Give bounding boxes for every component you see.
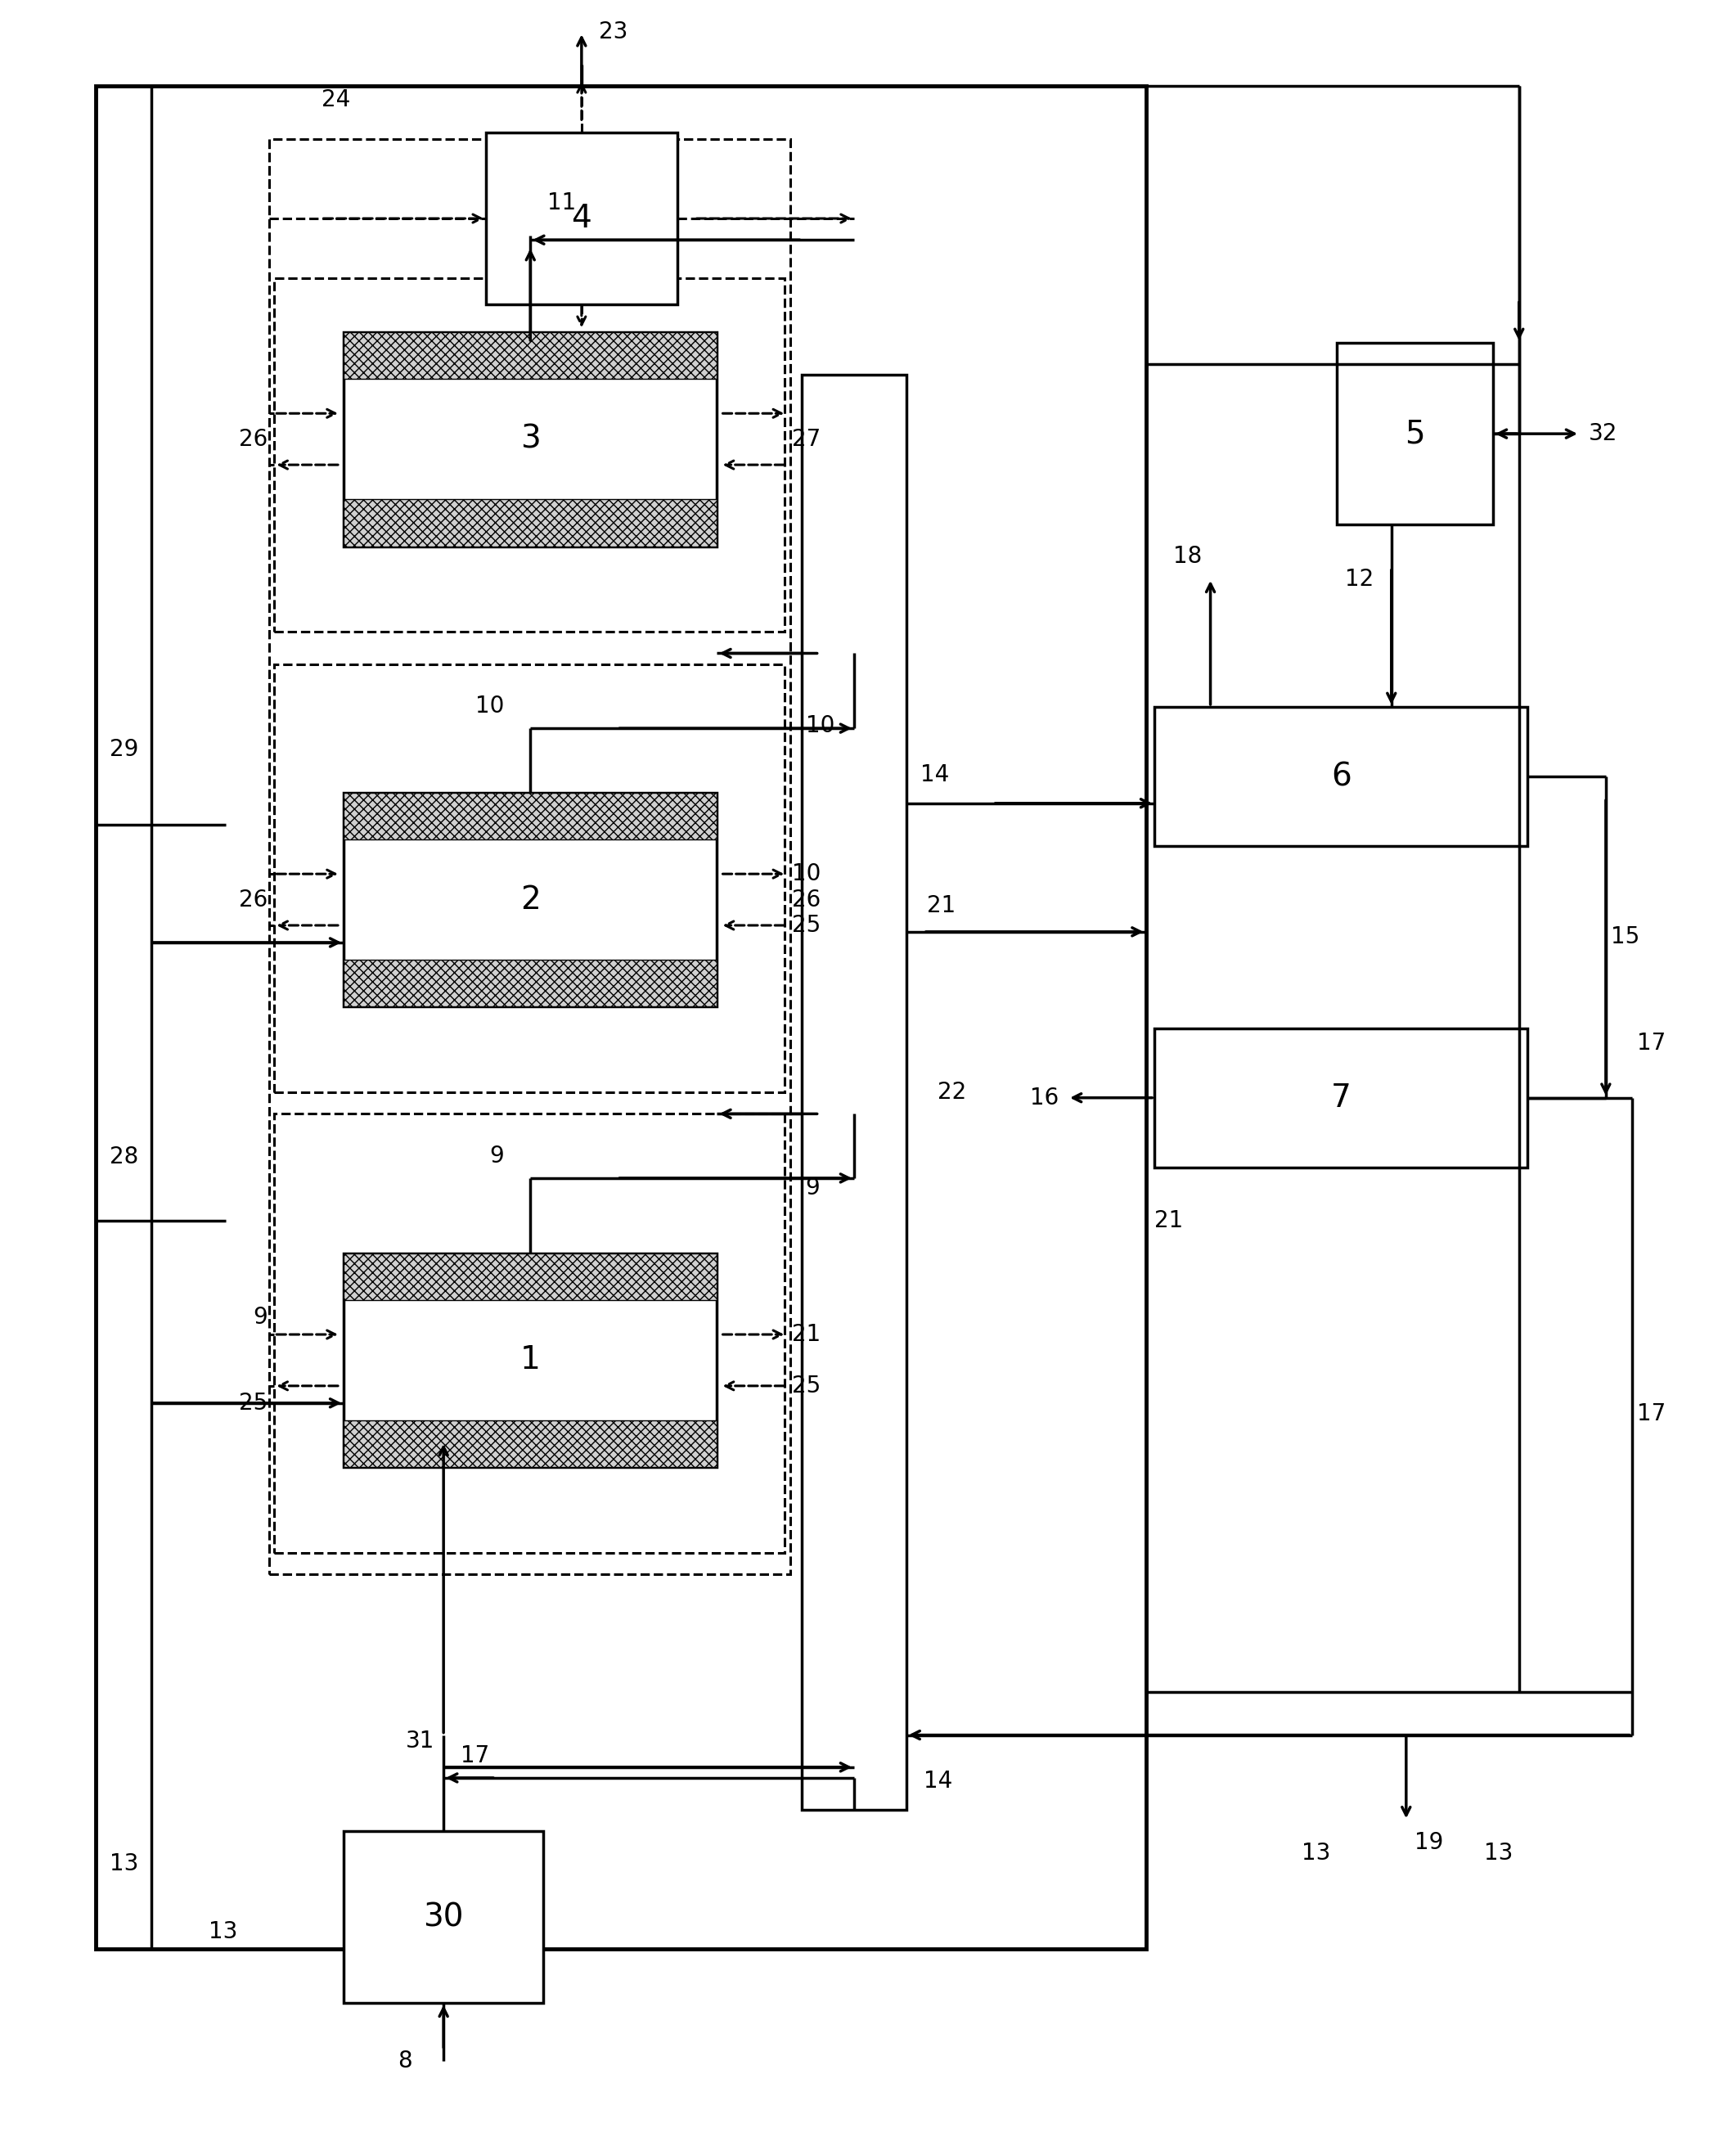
Text: 29: 29 <box>109 739 139 760</box>
Text: 21: 21 <box>1154 1210 1184 1232</box>
Bar <box>344 1831 543 2003</box>
Bar <box>1154 1028 1528 1167</box>
Text: 26: 26 <box>238 428 267 450</box>
Text: 17: 17 <box>1637 1403 1667 1424</box>
Text: 17: 17 <box>462 1744 490 1767</box>
Bar <box>344 332 717 379</box>
Text: 10: 10 <box>806 713 835 737</box>
Text: 23: 23 <box>599 21 628 43</box>
Bar <box>344 332 717 546</box>
Text: 5: 5 <box>1404 418 1425 450</box>
Text: 17: 17 <box>1637 1032 1667 1054</box>
Text: 30: 30 <box>424 1902 464 1932</box>
Bar <box>344 1420 717 1467</box>
Bar <box>1337 343 1493 525</box>
Bar <box>344 1253 717 1467</box>
Text: 15: 15 <box>1611 925 1641 949</box>
Text: 25: 25 <box>792 915 821 936</box>
Text: 11: 11 <box>549 191 576 214</box>
Text: 21: 21 <box>927 893 957 917</box>
Text: 25: 25 <box>792 1375 821 1397</box>
Bar <box>486 133 677 304</box>
Text: 13: 13 <box>1484 1842 1514 1864</box>
Text: 19: 19 <box>1415 1831 1444 1855</box>
Text: 26: 26 <box>792 889 821 910</box>
Text: 21: 21 <box>792 1324 821 1345</box>
Text: 13: 13 <box>1302 1842 1332 1864</box>
Bar <box>344 499 717 546</box>
Text: 9: 9 <box>253 1307 267 1328</box>
Text: 12: 12 <box>1345 568 1373 591</box>
Text: 32: 32 <box>1588 422 1618 446</box>
Bar <box>344 793 717 1007</box>
Bar <box>344 793 717 840</box>
Bar <box>802 375 906 1810</box>
Text: 4: 4 <box>571 203 592 233</box>
Bar <box>269 139 790 1574</box>
Bar <box>95 86 1146 1949</box>
Bar <box>344 1253 717 1300</box>
Bar <box>344 960 717 1007</box>
Text: 6: 6 <box>1332 760 1351 793</box>
Text: 24: 24 <box>321 88 351 111</box>
Text: 13: 13 <box>109 1853 139 1874</box>
Text: 13: 13 <box>208 1921 238 1943</box>
Bar <box>274 664 785 1092</box>
Text: 8: 8 <box>398 2050 413 2071</box>
Text: 9: 9 <box>490 1144 503 1167</box>
Text: 26: 26 <box>238 889 267 910</box>
Text: 14: 14 <box>924 1769 953 1793</box>
Text: 18: 18 <box>1174 544 1201 568</box>
Text: 28: 28 <box>109 1146 139 1167</box>
Text: 1: 1 <box>521 1345 540 1375</box>
Text: 3: 3 <box>521 424 540 454</box>
Text: 27: 27 <box>792 428 821 450</box>
Text: 31: 31 <box>406 1729 434 1752</box>
Text: 10: 10 <box>792 863 821 885</box>
Bar <box>1154 707 1528 846</box>
Text: 16: 16 <box>1029 1086 1059 1110</box>
Text: 7: 7 <box>1332 1082 1351 1114</box>
Text: 10: 10 <box>476 694 503 718</box>
Text: 14: 14 <box>920 763 950 786</box>
Bar <box>274 278 785 632</box>
Text: 25: 25 <box>238 1392 267 1414</box>
Text: 9: 9 <box>806 1176 819 1200</box>
Text: 2: 2 <box>521 885 540 915</box>
Text: 22: 22 <box>937 1082 967 1103</box>
Bar <box>274 1114 785 1553</box>
